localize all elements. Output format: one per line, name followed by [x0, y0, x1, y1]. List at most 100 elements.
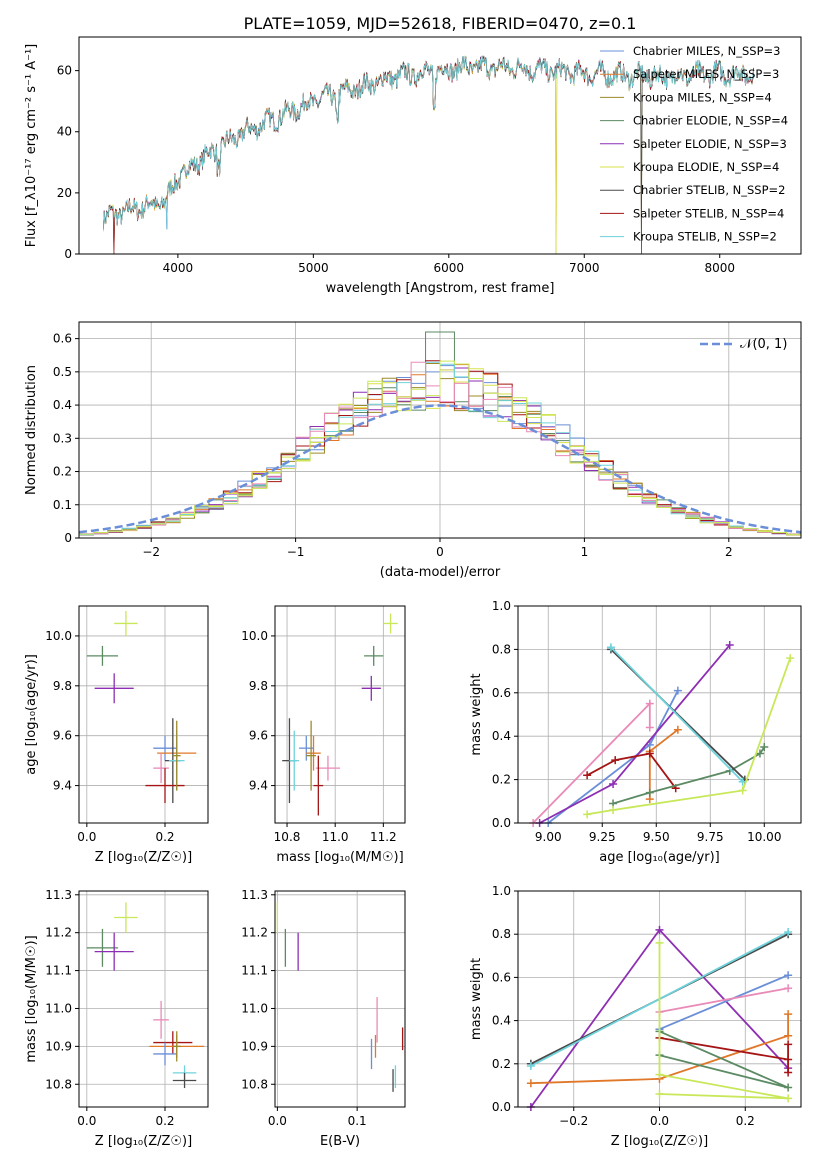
histogram-step: [79, 331, 801, 536]
chart-age_vs_mass: 10.8 11.0 11.2 9.4 9.6 9.8 10.0 mass [log₁₀(M/M…: [241, 605, 406, 865]
chart-mass_vs_ebv: 0.0 0.1 10.8 10.9 11.0 11.1 11.2 11.3 E(B-V): [241, 888, 406, 1149]
plus-marker: [755, 749, 764, 758]
chart-weight_vs_age: 9.00 9.25 9.50 9.75 10.00 0.0 0.2 0.4 0.6 0.8 1.0 a…: [469, 599, 802, 865]
x-tick-label: −1: [287, 545, 305, 559]
plus-marker: [784, 928, 793, 937]
plus-marker: [645, 699, 654, 708]
x-tick-label: 0.0: [268, 1114, 287, 1128]
y-tick-label: 11.2: [241, 926, 268, 940]
y-tick-label: 0.6: [53, 332, 72, 346]
y-tick-label: 0.2: [53, 465, 72, 479]
x-tick-label: 0.0: [650, 1114, 669, 1128]
y-tick-label: 0.1: [53, 498, 72, 512]
plus-marker: [784, 1040, 793, 1049]
x-axis-label: (data-model)/error: [380, 565, 501, 580]
chart-mass_vs_Z: 0.0 0.2 10.8 10.9 11.0 11.1 11.2 11.3 Z [log₁₀(Z…: [24, 888, 209, 1149]
spectrum-line: [103, 55, 754, 230]
plus-marker: [645, 788, 654, 797]
y-tick-label: 9.4: [249, 779, 268, 793]
x-tick-label: 5000: [298, 261, 329, 275]
plus-marker: [609, 779, 618, 788]
y-axis-label: mass [log₁₀(M/M☉)]: [24, 935, 39, 1062]
x-tick-label: 7000: [569, 261, 600, 275]
series-line: [586, 752, 677, 789]
x-axis-label: age [log₁₀(age/yr)]: [599, 850, 720, 865]
x-tick-label: 10.8: [274, 830, 301, 844]
y-tick-label: 1.0: [492, 599, 511, 613]
x-tick-label: −0.2: [559, 1114, 588, 1128]
plus-marker: [611, 756, 620, 765]
x-axis-label: E(B-V): [320, 1134, 360, 1149]
plus-marker: [784, 1083, 793, 1092]
y-tick-label: 11.3: [241, 888, 268, 902]
y-tick-label: 0: [64, 531, 72, 545]
y-tick-label: 0.3: [53, 431, 72, 445]
y-tick-label: 11.0: [241, 1001, 268, 1015]
y-tick-label: 0.4: [492, 729, 511, 743]
axes-frame: [78, 890, 209, 1108]
plus-marker: [655, 1090, 664, 1099]
plus-marker: [655, 938, 664, 947]
plus-marker: [606, 643, 615, 652]
y-tick-label: 40: [57, 125, 72, 139]
axes-frame: [78, 605, 209, 824]
x-tick-label: 11.2: [370, 830, 397, 844]
x-tick-label: 9.00: [535, 830, 562, 844]
plus-marker: [645, 749, 654, 758]
y-tick-label: 9.6: [53, 729, 72, 743]
x-tick-label: 0.0: [77, 830, 96, 844]
legend-label: Kroupa STELIB, N_SSP=2: [633, 230, 777, 244]
plus-marker: [583, 771, 592, 780]
normal-curve: [78, 404, 802, 534]
plus-marker: [784, 1010, 793, 1019]
y-tick-label: 0.8: [492, 642, 511, 656]
plus-marker: [784, 1031, 793, 1040]
y-tick-label: 10.8: [45, 1077, 72, 1091]
chart-weight_vs_Z: −0.2 0.0 0.2 0.0 0.2 0.4 0.6 0.8 1.0 Z [log₁₀(Z/Z…: [469, 884, 802, 1149]
y-tick-label: 1.0: [492, 884, 511, 898]
series-line: [586, 657, 792, 816]
plus-marker: [609, 805, 618, 814]
series-line: [530, 1014, 789, 1085]
plus-marker: [725, 641, 734, 650]
x-axis-label: wavelength [Angstrom, rest frame]: [326, 281, 555, 296]
y-tick-label: 0.5: [53, 365, 72, 379]
legend-label: Salpeter MILES, N_SSP=3: [633, 67, 779, 81]
y-tick-label: 0.4: [53, 398, 72, 412]
x-tick-label: 1: [581, 545, 589, 559]
legend-label: Chabrier MILES, N_SSP=3: [633, 44, 780, 58]
spectrum-line: [103, 55, 754, 255]
y-tick-label: 0.0: [492, 1100, 511, 1114]
axes-frame: [517, 605, 802, 824]
x-tick-label: 8000: [704, 261, 735, 275]
x-tick-label: 0.0: [77, 1114, 96, 1128]
y-tick-label: 0.2: [492, 773, 511, 787]
chart-residuals: −2 −1 0 1 2 0 0.1 0.2 0.3 0.4 0.5 0.6 (data-model)/e…: [24, 321, 802, 580]
axes-frame: [274, 890, 406, 1108]
axes-frame: [274, 605, 406, 824]
spectrum-line: [103, 56, 754, 255]
plus-marker: [738, 786, 747, 795]
y-tick-label: 10.9: [45, 1039, 72, 1053]
y-tick-label: 9.8: [53, 679, 72, 693]
series-line: [659, 987, 789, 1013]
spectrum-line: [103, 55, 754, 255]
y-tick-label: 11.2: [45, 926, 72, 940]
chart-age_vs_Z: 0.0 0.2 9.4 9.6 9.8 10.0 Z [log₁₀(Z/Z☉)] age [l…: [24, 605, 209, 865]
axes-frame: [78, 321, 802, 539]
y-tick-label: 11.1: [45, 964, 72, 978]
series-line: [659, 974, 789, 1031]
legend-label: Chabrier ELODIE, N_SSP=4: [633, 114, 788, 128]
y-tick-label: 10.8: [241, 1077, 268, 1091]
y-axis-label: Flux [f_λ10⁻¹⁷ erg cm⁻² s⁻¹ A⁻¹]: [24, 44, 39, 248]
x-tick-label: 4000: [163, 261, 194, 275]
y-tick-label: 0.6: [492, 686, 511, 700]
x-tick-label: 9.25: [589, 830, 616, 844]
legend-label: Kroupa ELODIE, N_SSP=4: [633, 160, 779, 174]
x-tick-label: 9.50: [643, 830, 670, 844]
y-tick-label: 9.6: [249, 729, 268, 743]
plus-marker: [645, 723, 654, 732]
y-tick-label: 0: [64, 247, 72, 261]
legend-label: 𝒩(0, 1): [740, 337, 787, 352]
